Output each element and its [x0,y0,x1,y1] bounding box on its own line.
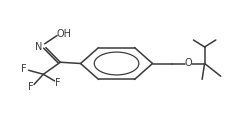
Text: N: N [35,42,43,52]
Text: F: F [28,82,33,92]
Text: OH: OH [57,29,71,39]
Text: F: F [56,78,61,88]
Text: O: O [185,59,192,68]
Text: F: F [22,64,27,74]
